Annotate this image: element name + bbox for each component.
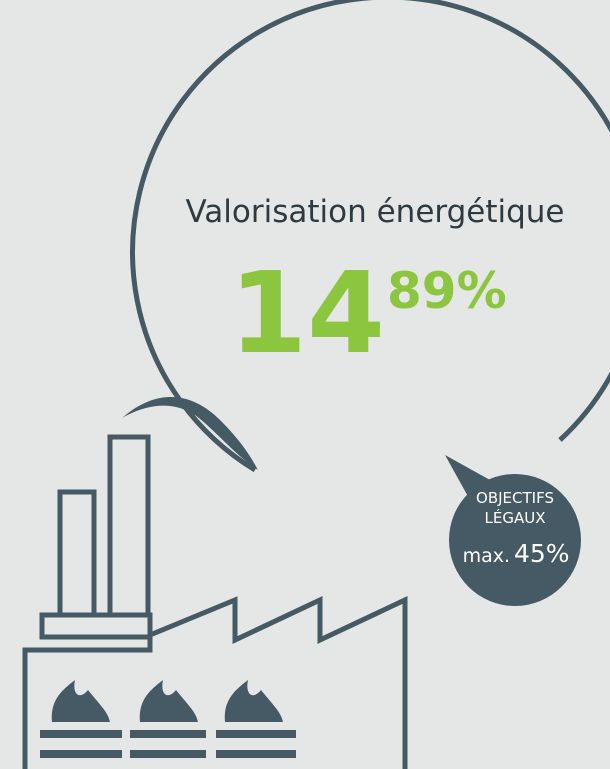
vent bbox=[130, 750, 206, 758]
bubble-label: Valorisation énergétique bbox=[185, 194, 564, 230]
vent bbox=[216, 750, 296, 758]
vent bbox=[40, 730, 122, 738]
ledge bbox=[39, 612, 153, 640]
badge-line: OBJECTIFS bbox=[476, 489, 554, 507]
bubble-value-whole: 14 bbox=[229, 249, 385, 379]
badge-prefix: max. bbox=[463, 545, 510, 567]
flame bbox=[224, 680, 283, 722]
vents bbox=[40, 730, 296, 758]
chimney bbox=[57, 489, 97, 620]
vent bbox=[40, 750, 122, 758]
flame bbox=[51, 680, 110, 722]
vent bbox=[130, 730, 206, 738]
vent bbox=[216, 730, 296, 738]
factory bbox=[22, 434, 408, 769]
flames bbox=[51, 680, 283, 722]
badge-line: LÉGAUX bbox=[485, 508, 546, 527]
bubble-value-fraction: 89% bbox=[387, 262, 507, 320]
smoke-tail bbox=[122, 397, 258, 470]
factory-body bbox=[22, 596, 408, 769]
chimney bbox=[107, 434, 151, 620]
badge-value: 45% bbox=[514, 539, 570, 568]
badge bbox=[449, 474, 581, 606]
speech-circle bbox=[130, 0, 610, 473]
flame bbox=[139, 680, 198, 722]
